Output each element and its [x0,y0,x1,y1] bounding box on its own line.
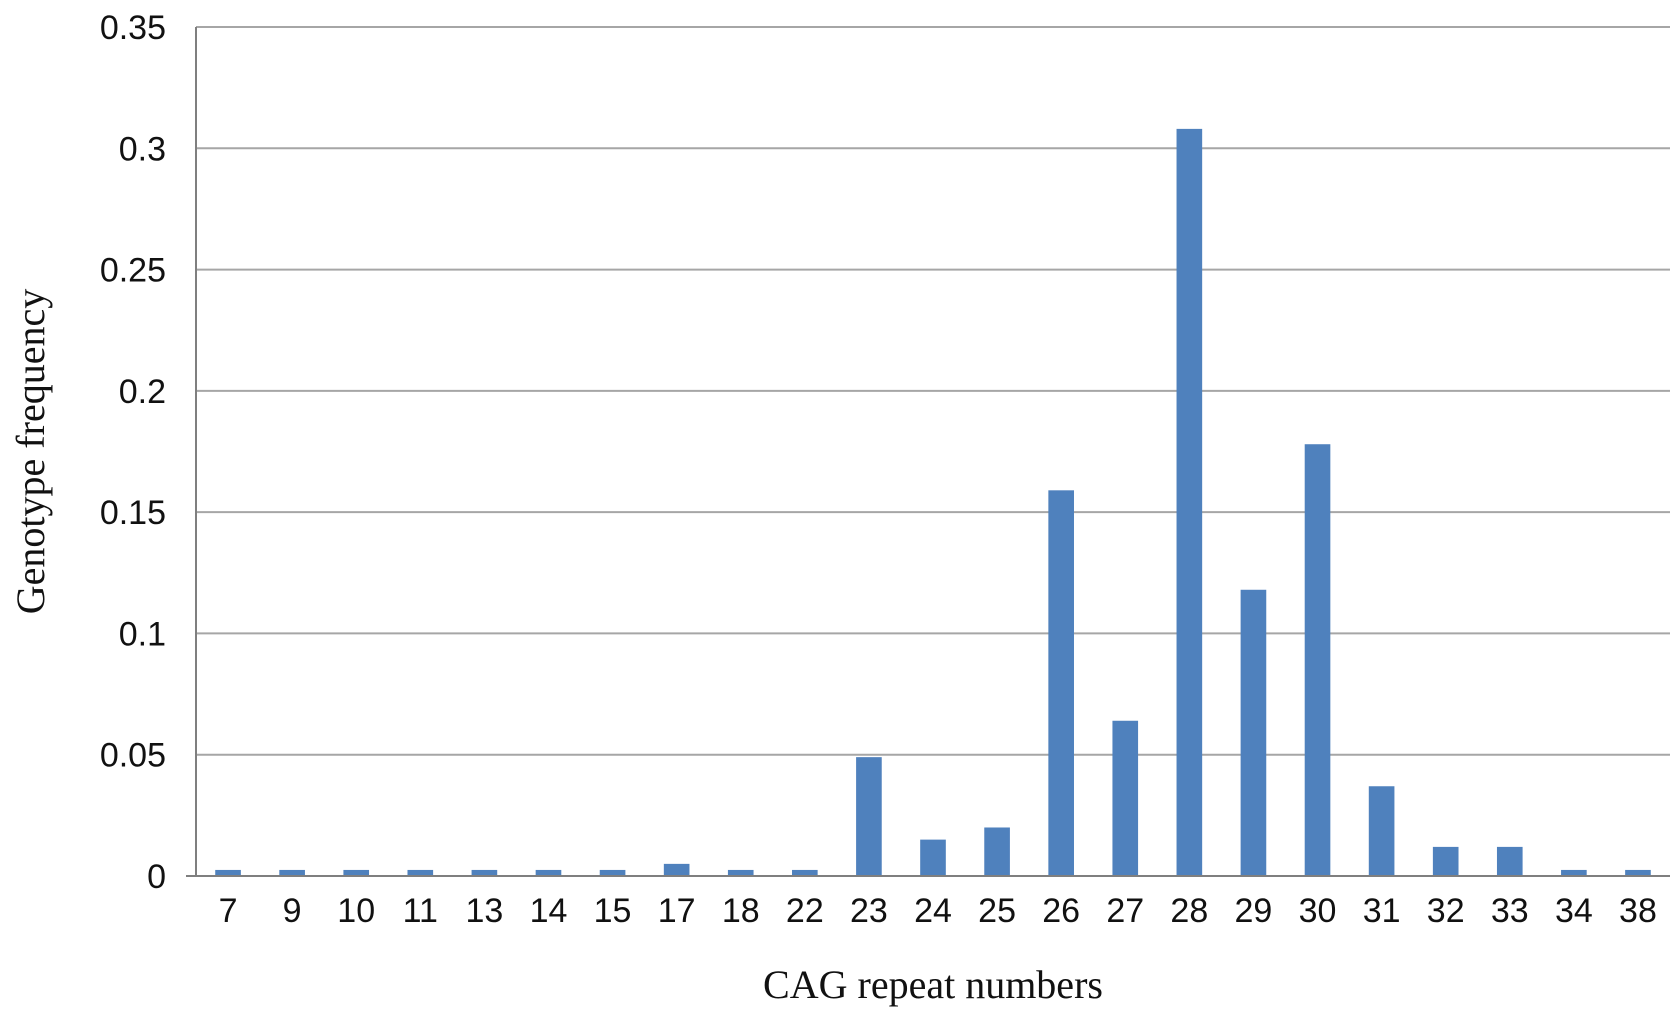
bar-17 [663,863,690,876]
y-tick-label: 0.05 [100,737,166,775]
x-tick-label: 22 [786,892,824,930]
y-tick-label: 0.1 [119,615,166,653]
x-tick-label: 38 [1619,892,1657,930]
bar-13 [471,869,498,876]
y-axis-title: Genotype frequency [8,289,53,614]
y-tick-label: 0.35 [100,9,166,47]
bar-27 [1112,720,1139,876]
bar-30 [1304,444,1331,876]
bar-34 [1561,869,1587,876]
y-tick-label: 0.3 [119,130,166,168]
x-tick-label: 32 [1427,892,1465,930]
bar-14 [535,869,562,876]
y-tick-labels: 0 0.05 0.1 0.15 0.2 0.25 0.3 0.35 [100,9,166,896]
x-tick-label: 28 [1170,892,1208,930]
x-tick-labels: 7 9 10 11 13 14 15 17 18 22 23 24 25 26 27 28 29 30 31 32 33… [219,892,1657,930]
bars [215,128,1651,876]
x-tick-label: 27 [1106,892,1144,930]
x-tick-label: 25 [978,892,1016,930]
axes [186,27,1670,877]
bar-23 [856,757,882,876]
x-tick-label: 10 [337,892,375,930]
x-tick-label: 18 [722,892,760,930]
x-tick-label: 34 [1555,892,1593,930]
bar-25 [984,827,1010,876]
bar-18 [727,869,754,876]
y-tick-label: 0 [147,858,166,896]
gridlines [196,26,1670,756]
x-tick-label: 30 [1299,892,1337,930]
bar-11 [407,869,434,876]
bar-31 [1368,786,1395,876]
y-tick-label: 0.2 [119,373,166,411]
x-tick-label: 9 [283,892,302,930]
bar-22 [792,869,818,876]
bar-33 [1496,846,1523,876]
bar-10 [343,869,370,876]
x-tick-label: 23 [850,892,888,930]
bar-7 [215,869,241,876]
x-tick-label: 33 [1491,892,1529,930]
bar-26 [1048,490,1074,876]
x-tick-label: 11 [403,892,438,930]
x-axis-title: CAG repeat numbers [763,962,1103,1007]
bar-38 [1625,869,1651,876]
bar-24 [920,839,946,876]
bar-32 [1432,846,1459,876]
bar-28 [1176,128,1203,876]
bar-29 [1240,589,1267,876]
x-tick-label: 7 [219,892,238,930]
x-tick-label: 15 [594,892,632,930]
x-tick-label: 13 [465,892,503,930]
bar-9 [279,869,305,876]
x-tick-label: 26 [1042,892,1080,930]
y-tick-label: 0.15 [100,494,166,532]
x-tick-label: 17 [658,892,696,930]
x-tick-label: 14 [530,892,568,930]
x-tick-label: 24 [914,892,952,930]
bar-15 [599,869,626,876]
y-tick-label: 0.25 [100,252,166,290]
x-tick-label: 31 [1363,892,1401,930]
x-tick-label: 29 [1235,892,1273,930]
